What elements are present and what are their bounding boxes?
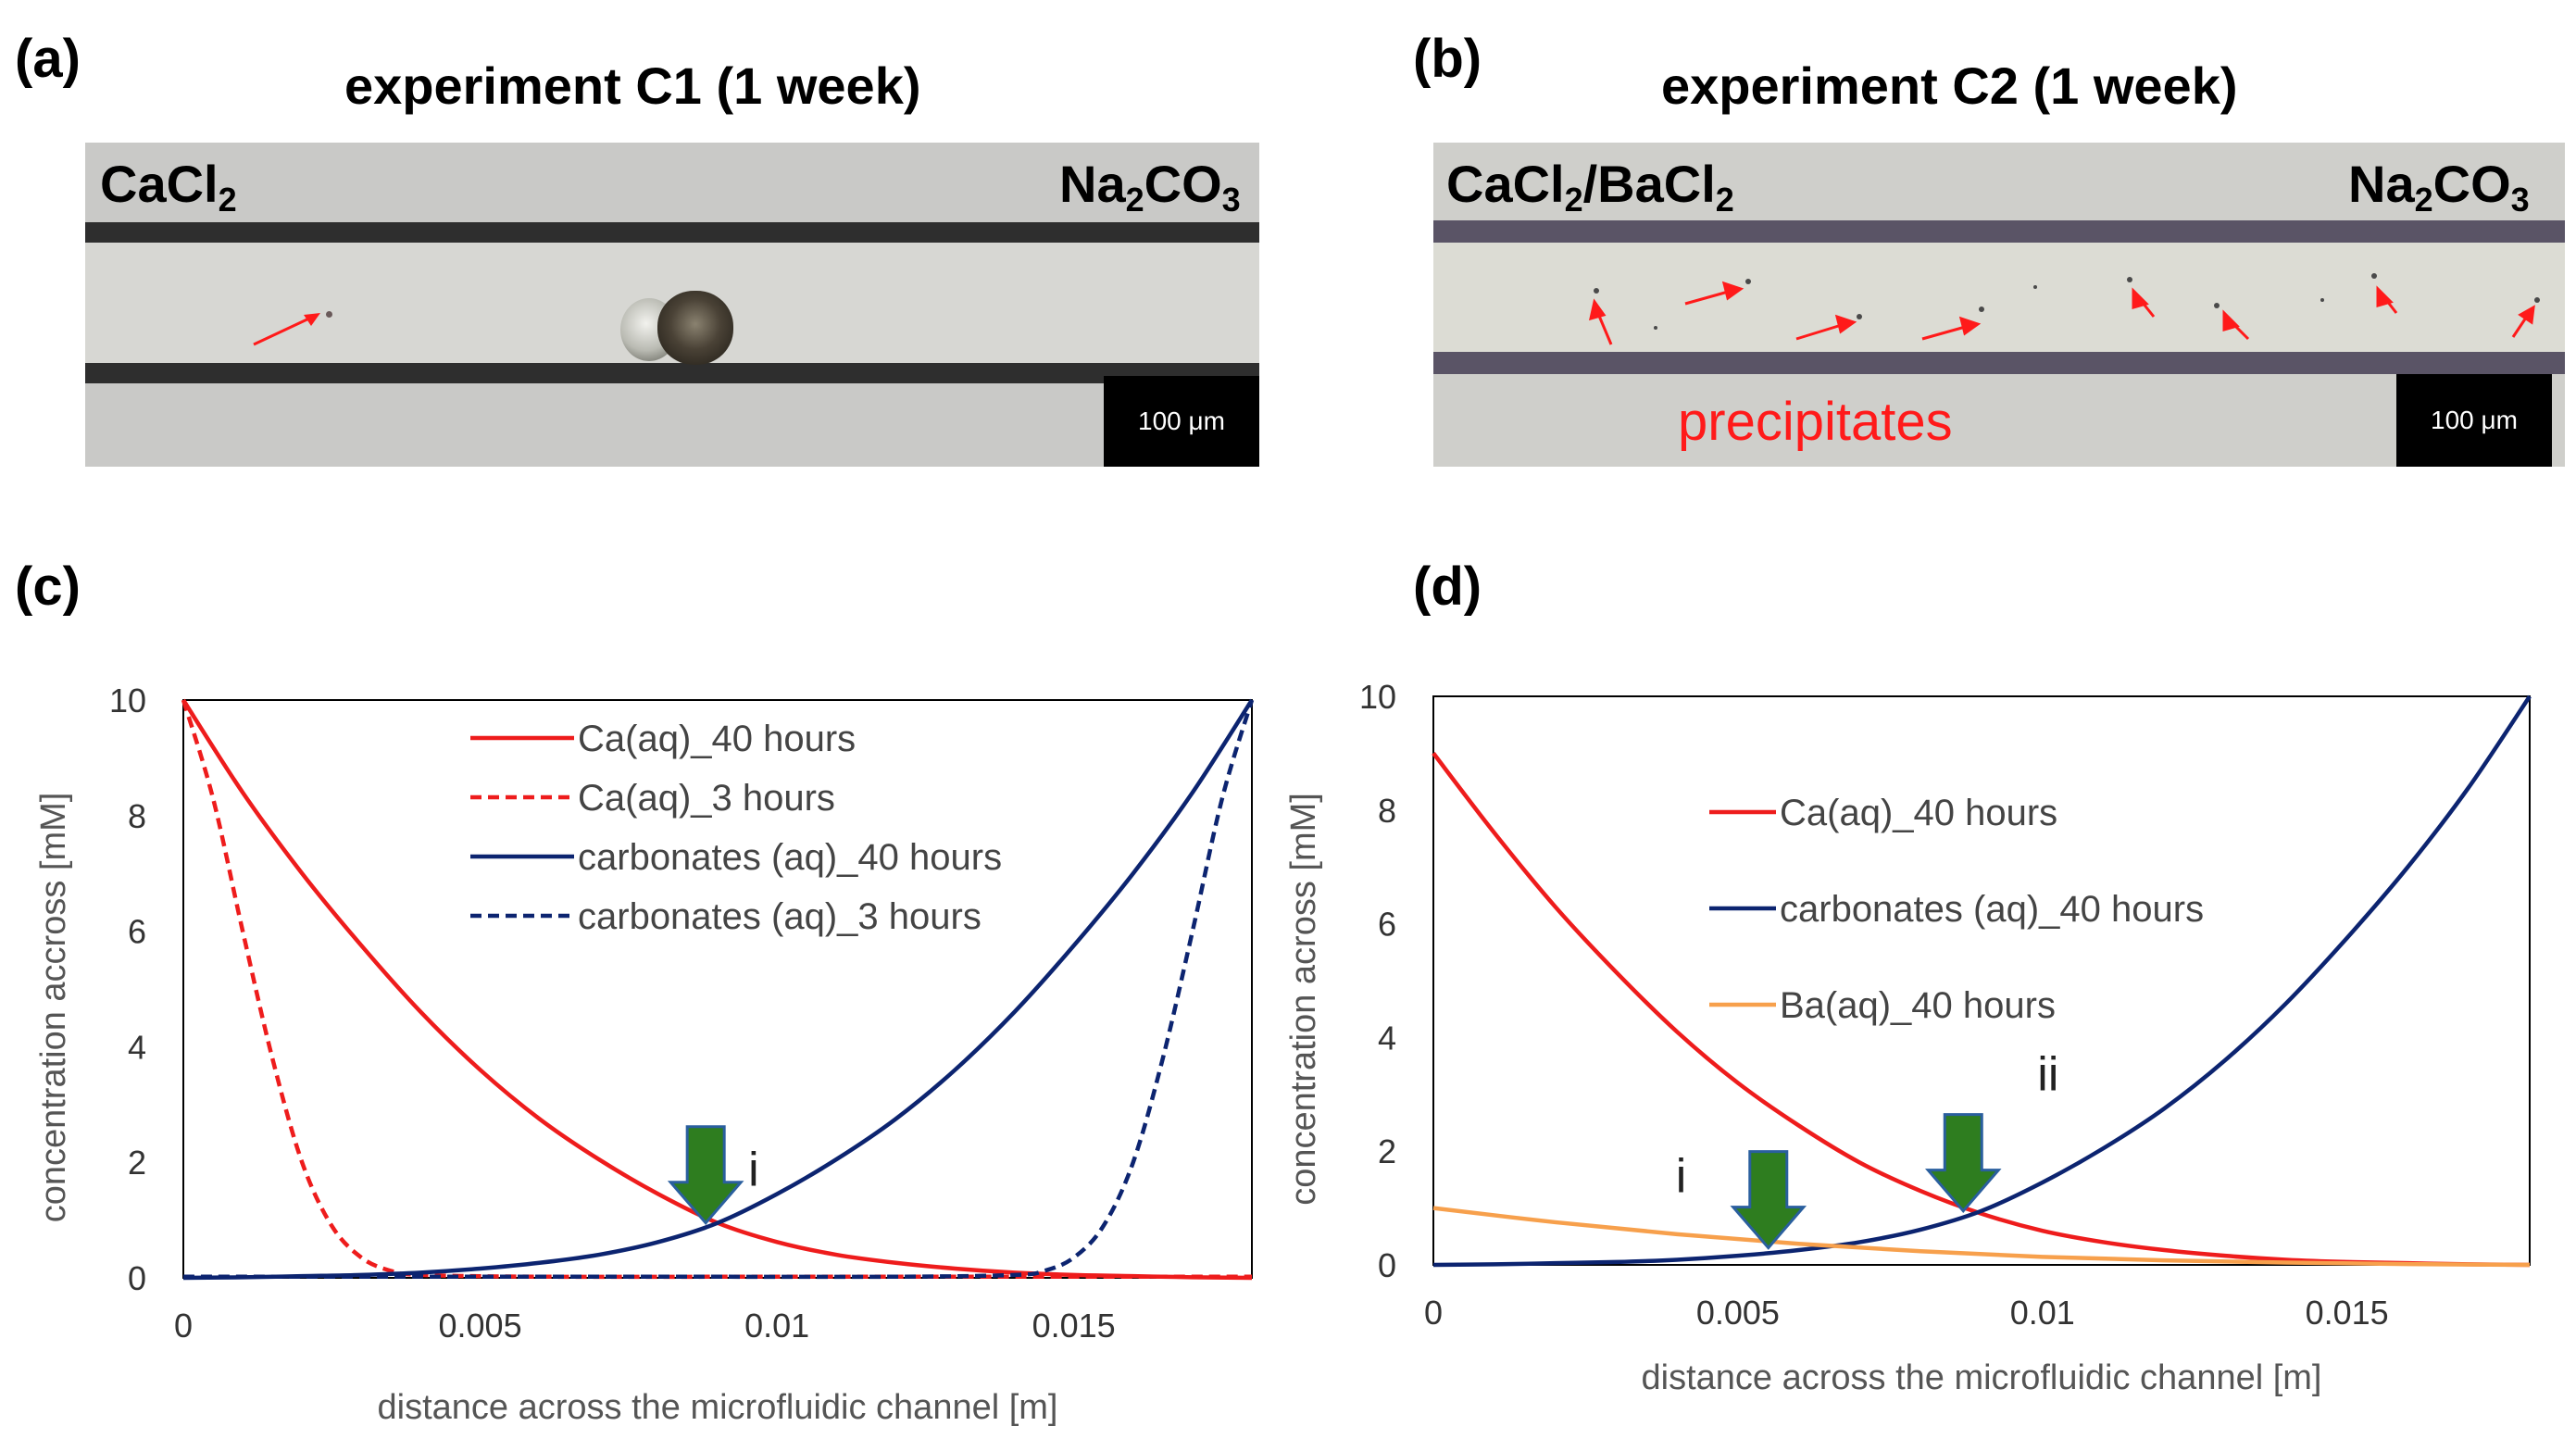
crystal-aggregate: [657, 291, 733, 365]
series-line-1: [1432, 694, 2532, 1268]
intersection-arrow-1: [1924, 1113, 2002, 1213]
label-na2co3-b: Na2CO3: [2348, 155, 2530, 219]
annotation-label-0: i: [748, 1144, 759, 1197]
y-tick-label: 0: [1378, 1246, 1396, 1284]
series-line-2: [1432, 1206, 2531, 1268]
scale-bar: 100 μm: [1104, 376, 1259, 467]
legend-label-0: Ca(aq)_40 hours: [578, 719, 856, 759]
legend-label-0: Ca(aq)_40 hours: [1780, 793, 2057, 833]
y-tick-label: 4: [1378, 1019, 1396, 1057]
intersection-arrow-0: [1730, 1150, 1807, 1250]
legend-label-2: carbonates (aq)_40 hours: [578, 837, 1002, 878]
red-arrow: [253, 313, 320, 346]
label-na2co3: Na2CO3: [1059, 155, 1241, 219]
panel-label-b: (b): [1413, 29, 1482, 89]
y-axis-label: concentration accross [mM]: [34, 793, 73, 1223]
legend-label-2: Ba(aq)_40 hours: [1780, 985, 2056, 1026]
annotation-label-1: ii: [2037, 1048, 2058, 1102]
x-axis-label: distance across the microfluidic channel…: [1642, 1358, 2322, 1397]
plot-frame-d: [1432, 695, 2531, 1266]
x-tick-label: 0.005: [439, 1307, 522, 1345]
y-tick-label: 8: [128, 797, 146, 835]
x-tick-label: 0.01: [2010, 1294, 2075, 1332]
micrograph-a: CaCl2 Na2CO3 100 μm: [85, 143, 1259, 467]
panel-label-c: (c): [15, 557, 81, 617]
series-line-1: [181, 699, 1252, 1280]
y-tick-label: 0: [128, 1259, 146, 1297]
y-tick-label: 10: [1359, 678, 1396, 716]
x-tick-label: 0: [1424, 1294, 1443, 1332]
scale-bar-b: 100 μm: [2396, 374, 2552, 467]
y-tick-label: 4: [128, 1028, 146, 1066]
y-tick-label: 6: [1378, 906, 1396, 944]
chart-c: 0 2 4 6 8 10 0 0.005 0.01 0.015 distance across th…: [34, 682, 1255, 1427]
y-tick-label: 6: [128, 913, 146, 951]
label-cacl2: CaCl2: [100, 155, 237, 219]
micrograph-b: CaCl2/BaCl2 Na2CO3 100 μm precipitates: [1433, 143, 2565, 467]
precipitates-label: precipitates: [1678, 392, 1953, 452]
panel-label-a: (a): [15, 29, 81, 89]
panel-a-title: experiment C1 (1 week): [344, 56, 921, 115]
series-line-3: [182, 699, 1255, 1280]
legend-label-1: Ca(aq)_3 hours: [578, 778, 835, 819]
y-tick-label: 2: [1378, 1132, 1396, 1170]
y-tick-label: 2: [128, 1144, 146, 1182]
label-cacl2-bacl2: CaCl2/BaCl2: [1446, 155, 1734, 219]
x-tick-label: 0.01: [744, 1307, 809, 1345]
x-tick-label: 0: [174, 1307, 193, 1345]
y-tick-label: 10: [109, 682, 146, 719]
x-tick-label: 0.005: [1696, 1294, 1780, 1332]
x-axis-label: distance across the microfluidic channel…: [378, 1388, 1058, 1427]
panel-label-d: (d): [1413, 557, 1482, 617]
x-tick-label: 0.015: [1032, 1307, 1116, 1345]
y-tick-label: 8: [1378, 792, 1396, 830]
legend-label-1: carbonates (aq)_40 hours: [1780, 889, 2204, 930]
intersection-arrow-0: [667, 1125, 744, 1226]
y-axis-label: concentration across [mM]: [1284, 793, 1323, 1206]
precipitate-arrows: [1588, 273, 2540, 345]
panel-b-title: experiment C2 (1 week): [1661, 56, 2238, 115]
x-tick-label: 0.015: [2306, 1294, 2389, 1332]
annotation-label-0: i: [1676, 1150, 1687, 1204]
legend-label-3: carbonates (aq)_3 hours: [578, 896, 982, 937]
